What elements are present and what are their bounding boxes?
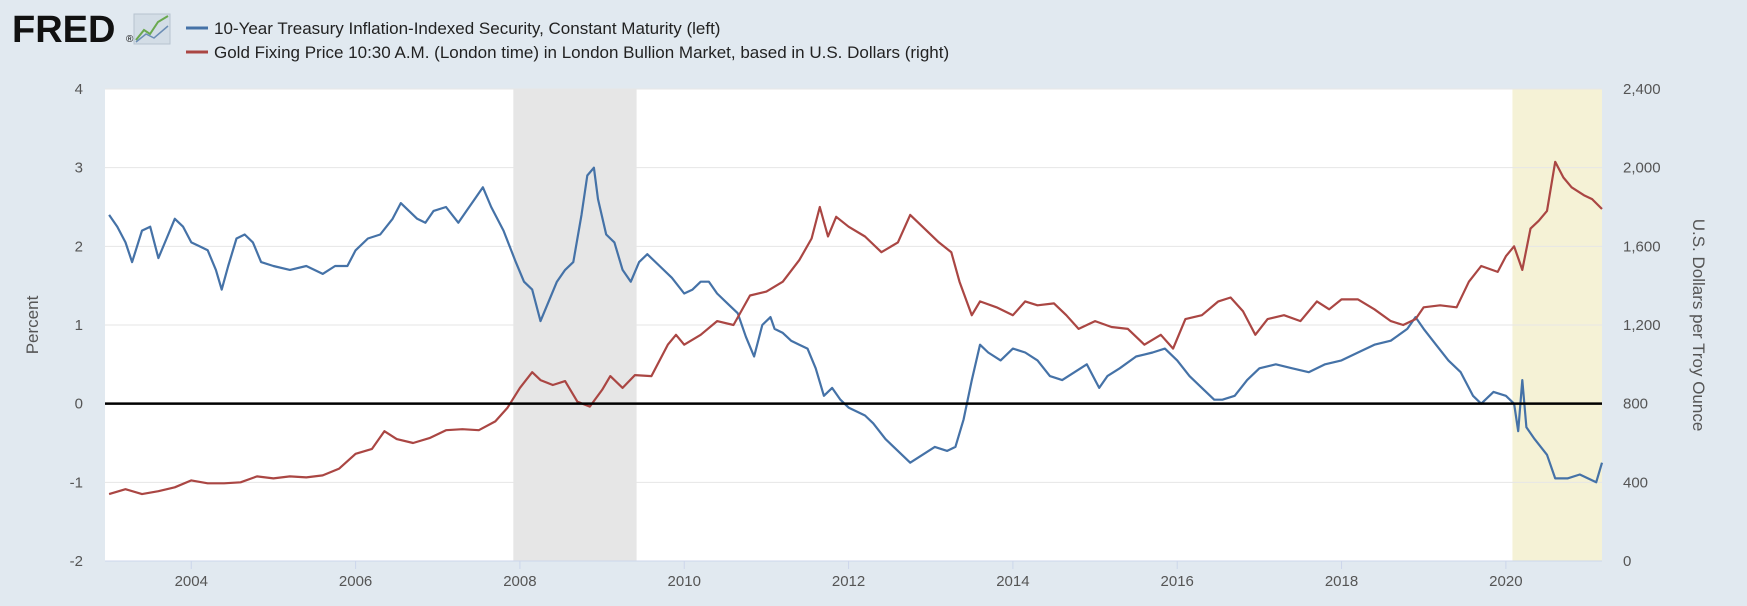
x-tick-label: 2012 (832, 573, 865, 590)
x-tick-label: 2016 (1161, 573, 1194, 590)
left-tick-label: -1 (70, 474, 83, 491)
left-axis-title: Percent (23, 295, 42, 354)
series-lines (108, 160, 1604, 496)
right-tick-label: 1,600 (1623, 238, 1661, 255)
x-axis-ticks: 2004 2006 2008 2010 2012 2014 2016 2018 2020 (105, 560, 1602, 590)
series-line-tips (108, 166, 1604, 484)
right-tick-label: 1,200 (1623, 317, 1661, 334)
x-tick-label: 2004 (175, 573, 208, 590)
legend-label-tips: 10-Year Treasury Inflation-Indexed Secur… (214, 19, 720, 38)
legend-label-gold: Gold Fixing Price 10:30 A.M. (London tim… (214, 43, 949, 62)
right-tick-label: 400 (1623, 474, 1648, 491)
left-tick-label: 4 (75, 81, 83, 98)
x-tick-label: 2008 (503, 573, 536, 590)
x-tick-label: 2018 (1325, 573, 1358, 590)
logo-registered-mark: ® (126, 34, 134, 45)
x-tick-label: 2010 (668, 573, 701, 590)
right-axis-title: U.S. Dollars per Troy Ounce (1689, 219, 1708, 432)
logo-text: FRED (12, 9, 115, 51)
right-axis-ticks: 0 400 800 1,200 1,600 2,000 2,400 (1623, 81, 1661, 570)
left-tick-label: -2 (70, 553, 83, 570)
x-tick-label: 2014 (996, 573, 1029, 590)
left-tick-label: 0 (75, 396, 83, 413)
left-tick-label: 3 (75, 160, 83, 177)
right-tick-label: 2,000 (1623, 160, 1661, 177)
left-tick-label: 1 (75, 317, 83, 334)
fred-logo[interactable]: FRED ® (12, 9, 171, 51)
legend: 10-Year Treasury Inflation-Indexed Secur… (186, 19, 949, 62)
left-axis-ticks: -2 -1 0 1 2 3 4 (70, 81, 83, 570)
x-tick-label: 2020 (1489, 573, 1522, 590)
right-tick-label: 0 (1623, 553, 1631, 570)
logo-graph-icon (133, 13, 171, 45)
left-tick-label: 2 (75, 238, 83, 255)
series-line-gold (108, 160, 1603, 496)
right-tick-label: 800 (1623, 396, 1648, 413)
x-tick-label: 2006 (339, 573, 372, 590)
right-tick-label: 2,400 (1623, 81, 1661, 98)
